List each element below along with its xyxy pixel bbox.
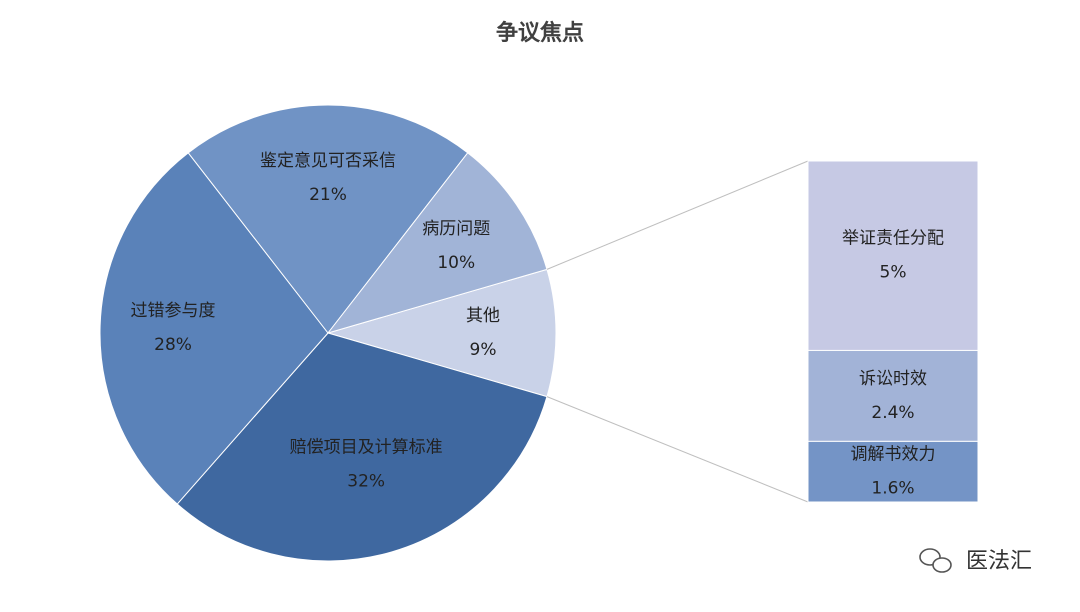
bar-label: 调解书效力 bbox=[851, 445, 936, 465]
bar-value-label: 5% bbox=[880, 263, 907, 283]
slice-value-label: 32% bbox=[347, 471, 385, 491]
bar-label: 举证责任分配 bbox=[842, 229, 944, 249]
chart-title: 争议焦点 bbox=[496, 20, 584, 46]
connector-line bbox=[546, 396, 809, 503]
bar-segment bbox=[807, 349, 979, 442]
slice-label: 赔偿项目及计算标准 bbox=[290, 437, 443, 457]
slice-label: 鉴定意见可否采信 bbox=[260, 151, 396, 171]
watermark: 医法汇 bbox=[966, 549, 1032, 574]
watermark-logo bbox=[919, 548, 952, 573]
bar-value-label: 2.4% bbox=[871, 403, 914, 423]
bar-label: 诉讼时效 bbox=[859, 369, 927, 389]
slice-label: 其他 bbox=[466, 306, 500, 326]
connector-line bbox=[546, 160, 809, 270]
bar-segment bbox=[807, 440, 979, 503]
slice-value-label: 10% bbox=[437, 253, 475, 273]
slice-label: 过错参与度 bbox=[131, 301, 216, 321]
slice-value-label: 28% bbox=[154, 335, 192, 355]
slice-label: 病历问题 bbox=[422, 219, 490, 239]
bar-value-label: 1.6% bbox=[871, 479, 914, 499]
pie-slice bbox=[187, 104, 469, 334]
pie-slice bbox=[326, 268, 557, 398]
pie-slice bbox=[326, 152, 548, 334]
pie-slice bbox=[99, 152, 329, 505]
slice-value-label: 9% bbox=[470, 340, 497, 360]
pie-slice bbox=[176, 332, 548, 562]
slice-value-label: 21% bbox=[309, 185, 347, 205]
bar-segment bbox=[807, 160, 979, 351]
